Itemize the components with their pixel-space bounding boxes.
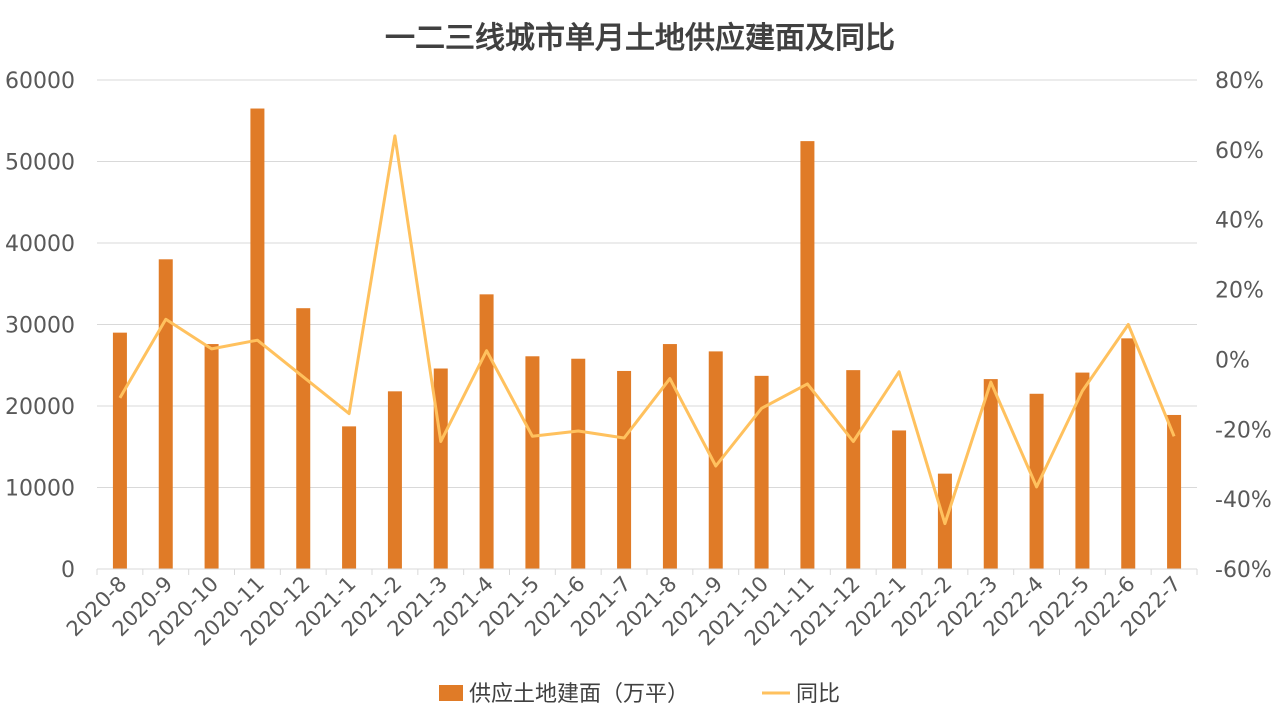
left-y-axis: 0 10000 20000 30000 40000 50000 60000: [5, 69, 75, 583]
bar: [159, 259, 173, 569]
left-tick-label: 60000: [5, 69, 75, 94]
bar: [617, 371, 631, 569]
bar: [113, 333, 127, 569]
bar: [571, 359, 585, 569]
bar: [525, 356, 539, 569]
legend-swatch-bar: [439, 685, 463, 701]
right-tick-label: 0%: [1215, 348, 1250, 373]
right-tick-label: 80%: [1215, 69, 1264, 94]
legend-label-line: 同比: [796, 682, 840, 707]
right-tick-label: -40%: [1215, 488, 1272, 513]
left-tick-label: 10000: [5, 477, 75, 502]
left-tick-label: 40000: [5, 232, 75, 257]
bar-series: [113, 109, 1181, 569]
left-tick-label: 30000: [5, 314, 75, 339]
left-tick-label: 20000: [5, 395, 75, 420]
x-axis: 2020-82020-92020-102020-112020-122021-12…: [62, 569, 1197, 651]
right-tick-label: 20%: [1215, 279, 1264, 304]
bar: [984, 379, 998, 569]
right-tick-label: 60%: [1215, 139, 1264, 164]
bar: [480, 294, 494, 569]
yoy-line: [120, 136, 1174, 524]
chart-title: 一二三线城市单月土地供应建面及同比: [385, 21, 895, 56]
bar: [1030, 394, 1044, 569]
right-tick-label: -60%: [1215, 558, 1272, 583]
line-series: [120, 136, 1174, 524]
legend: 供应土地建面（万平） 同比: [439, 682, 840, 707]
left-tick-label: 0: [61, 558, 75, 583]
bar: [388, 391, 402, 569]
bar: [205, 344, 219, 569]
bar: [892, 430, 906, 569]
bar: [846, 370, 860, 569]
right-tick-label: 40%: [1215, 209, 1264, 234]
legend-label-bar: 供应土地建面（万平）: [469, 682, 689, 707]
bar: [800, 141, 814, 569]
left-tick-label: 50000: [5, 151, 75, 176]
bar: [296, 308, 310, 569]
bar: [342, 426, 356, 569]
right-tick-label: -20%: [1215, 418, 1272, 443]
bar: [1121, 338, 1135, 569]
bar: [1167, 415, 1181, 569]
right-y-axis: -60% -40% -20% 0% 20% 40% 60% 80%: [1215, 69, 1272, 583]
